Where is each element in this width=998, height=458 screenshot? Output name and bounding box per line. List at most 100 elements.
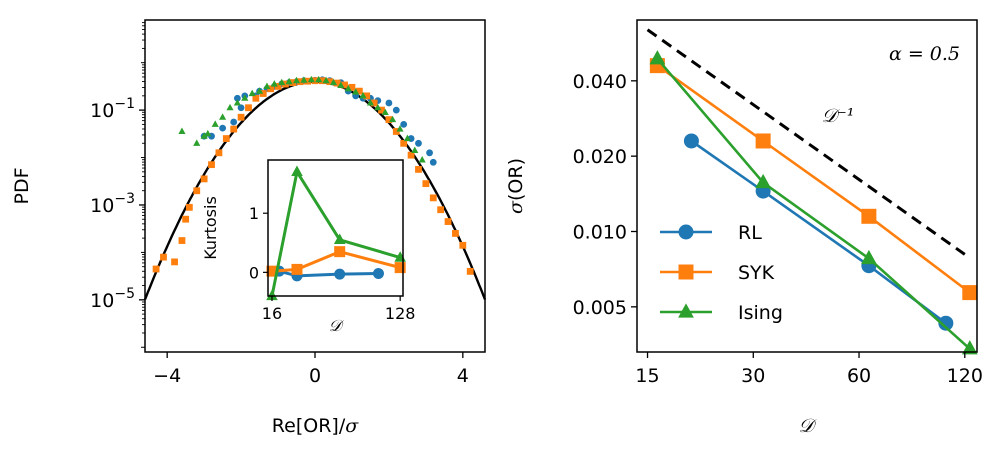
pdf-point-square (222, 135, 230, 142)
pdf-point-triangle (344, 84, 352, 92)
pdf-point-square (444, 218, 452, 225)
right-plot-frame (636, 19, 978, 353)
left-xlabel: Re[OR]/σ (272, 415, 359, 437)
series-point-SYK (861, 208, 877, 224)
left-panel: −4 0 4 10−1 10−3 10−5 PDF Re[OR]/σ 16 128 0 1 Ku… (11, 19, 487, 437)
pdf-point-circle (237, 104, 245, 112)
reference-line (646, 28, 966, 256)
pdf-point-square (208, 161, 215, 169)
pdf-point-square (200, 175, 208, 183)
inset-point-square (334, 246, 346, 258)
pdf-point-square (245, 104, 252, 112)
y-tick-label: 0.005 (573, 297, 627, 319)
pdf-point-triangle (211, 120, 219, 127)
right-axis-ticks: 15 30 60 120 0.005 0.010 0.020 0.040 (573, 71, 983, 387)
pdf-point-triangle (352, 88, 360, 95)
inset-frame (267, 159, 404, 297)
pdf-point-square (185, 203, 193, 211)
pdf-point-circle (415, 139, 422, 147)
pdf-point-square (407, 151, 415, 159)
pdf-point-square (370, 99, 378, 107)
left-ylabel: PDF (11, 167, 33, 204)
pdf-point-square (289, 79, 297, 87)
pdf-point-circle (219, 124, 227, 132)
series-point-RL (683, 133, 699, 149)
pdf-point-triangle (241, 94, 249, 101)
pdf-point-square (429, 194, 437, 202)
inset-y-tick-label: 1 (249, 204, 259, 223)
series-line-Ising (656, 57, 971, 350)
x-tick-label: 15 (635, 365, 659, 387)
pdf-point-triangle (248, 89, 256, 97)
pdf-point-triangle (226, 103, 234, 111)
pdf-point-square (267, 85, 275, 93)
pdf-point-square (318, 77, 326, 85)
inset-point-triangle (333, 233, 346, 244)
pdf-point-square (459, 241, 467, 249)
pdf-point-square (415, 166, 422, 173)
inset-line-circle (278, 269, 379, 278)
pdf-point-square (392, 128, 400, 135)
pdf-point-triangle (278, 78, 286, 86)
pdf-point-triangle (255, 87, 264, 94)
pdf-point-triangle (389, 115, 397, 123)
pdf-point-square (171, 258, 178, 266)
pdf-point-triangle (374, 103, 382, 111)
y-tick-label: 0.040 (573, 71, 627, 93)
pdf-point-square (304, 77, 312, 85)
pdf-point-square (274, 83, 282, 90)
inset-axis-ticks: 16 128 0 1 (249, 204, 416, 323)
y-tick-label: 10−3 (90, 191, 135, 217)
pdf-point-circle (233, 94, 241, 102)
pdf-point-triangle (178, 127, 186, 135)
series-line-RL (690, 139, 947, 325)
pdf-point-triangle (381, 108, 389, 116)
series-point-Ising (961, 340, 978, 355)
pdf-point-square (296, 78, 304, 86)
legend-label-Ising: Ising (738, 302, 783, 324)
right-ylabel-symbol: σ (505, 200, 527, 214)
inset-ylabel: Kurtosis (201, 196, 220, 260)
pdf-point-square (341, 81, 348, 89)
pdf-point-triangle (322, 76, 330, 84)
pdf-point-triangle (233, 99, 241, 106)
pdf-point-triangle (403, 134, 411, 142)
pdf-point-triangle (418, 156, 426, 163)
inset-point-square (291, 263, 303, 275)
series-point-SYK (755, 133, 771, 149)
pdf-point-circle (400, 120, 408, 128)
pdf-point-square (259, 90, 267, 97)
inset-line-square (271, 250, 401, 273)
inset-series (266, 165, 406, 301)
y-tick-label: 10−5 (90, 286, 135, 312)
pdf-point-square (252, 94, 260, 102)
pdf-point-square (282, 80, 289, 88)
pdf-point-circle (230, 118, 238, 126)
inset-line-triangle (270, 167, 401, 297)
pdf-point-square (348, 83, 356, 91)
pdf-point-triangle (200, 132, 208, 139)
pdf-point-triangle (300, 76, 308, 83)
legend-label-RL: RL (738, 222, 762, 244)
x-tick-label: 0 (309, 365, 321, 387)
pdf-point-triangle (219, 113, 227, 120)
series-point-RL (938, 315, 954, 331)
pdf-point-square (178, 237, 186, 244)
right-panel: 15 30 60 120 0.005 0.010 0.020 0.040 σ(OR) 𝒟 α … (505, 19, 983, 437)
pdf-point-triangle (204, 129, 212, 137)
inset-point-square (266, 265, 278, 277)
right-ylabel: σ(OR) (505, 158, 527, 214)
alpha-annotation: α = 0.5 (889, 43, 960, 65)
pdf-point-square (400, 139, 408, 147)
inset-point-circle (372, 268, 384, 280)
legend-label-SYK: SYK (738, 262, 775, 284)
x-tick-label: 120 (947, 365, 983, 387)
x-tick-label: −4 (153, 365, 181, 387)
inset-point-circle (334, 268, 346, 280)
kurtosis-inset: 16 128 0 1 Kurtosis 𝒟 (201, 159, 416, 335)
pdf-point-square (193, 187, 201, 195)
right-plot-area (646, 28, 978, 355)
legend-marker-RL (678, 224, 694, 240)
pdf-point-square (378, 106, 385, 114)
